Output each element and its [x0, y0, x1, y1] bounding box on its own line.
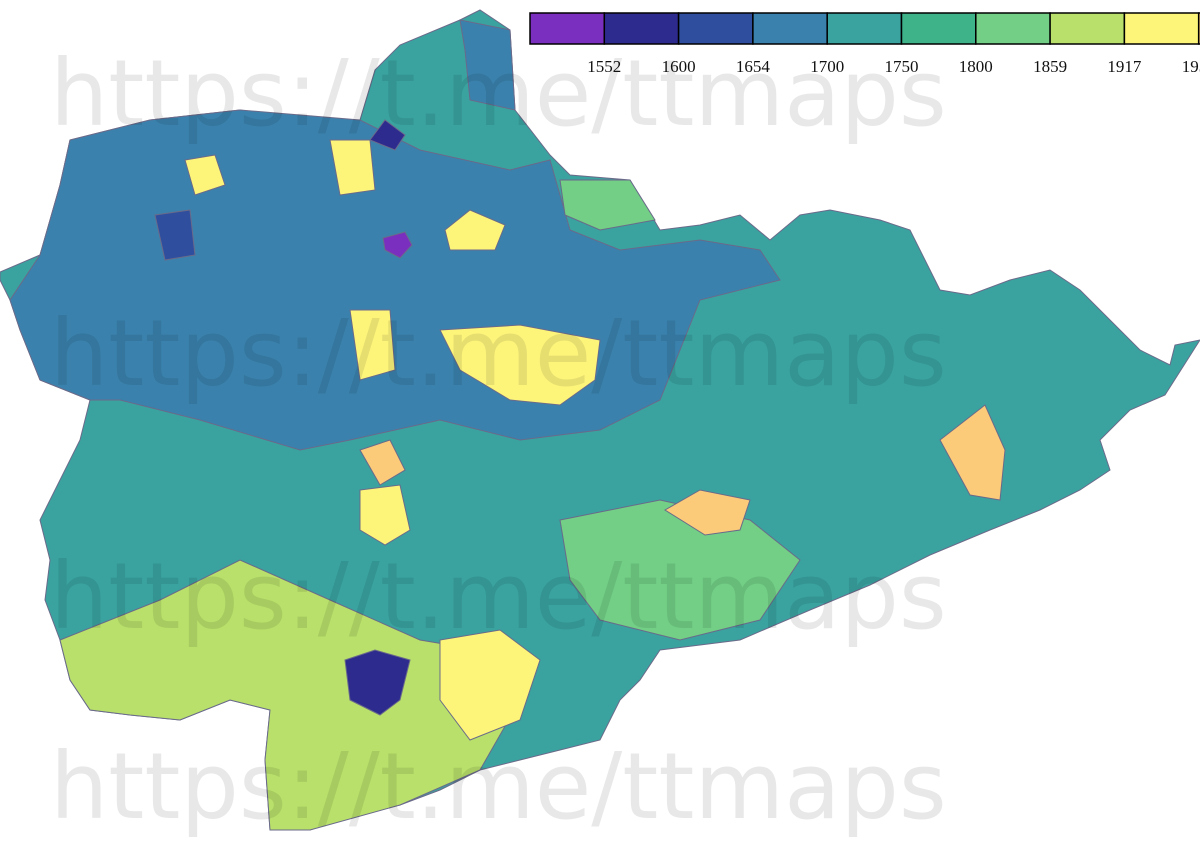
district-area — [184, 154, 226, 196]
district-area — [664, 489, 751, 536]
watermark: https://t.me/ttmaps — [50, 733, 947, 840]
legend-swatch — [826, 12, 903, 45]
district-area — [439, 324, 601, 406]
legend-swatch — [603, 12, 680, 45]
legend-label: 1600 — [662, 57, 696, 76]
district-area — [559, 179, 656, 231]
district-area — [359, 439, 406, 486]
legend-label: 1700 — [810, 57, 844, 76]
district-area — [359, 484, 411, 546]
district-area — [369, 119, 406, 151]
legend-swatch — [900, 12, 977, 45]
district-area — [444, 209, 506, 251]
region-map — [0, 9, 1200, 831]
legend-swatch — [1123, 12, 1200, 45]
legend-label: 1800 — [959, 57, 993, 76]
district-area — [382, 231, 413, 259]
legend-swatch — [677, 12, 754, 45]
legend-label: 1654 — [736, 57, 771, 76]
legend-swatch — [529, 12, 606, 45]
legend-label: 1859 — [1033, 57, 1067, 76]
legend-label: 1953 — [1182, 57, 1200, 76]
district-area — [349, 309, 396, 381]
district-area — [59, 559, 521, 831]
legend-swatch — [1049, 12, 1126, 45]
legend-label: 1552 — [587, 57, 621, 76]
legend-label: 1750 — [885, 57, 919, 76]
district-area — [329, 139, 376, 196]
watermark: https://t.me/ttmaps — [50, 543, 947, 650]
legend-swatch — [975, 12, 1051, 45]
district-area — [154, 209, 196, 261]
district-area — [344, 649, 411, 716]
district-area — [939, 404, 1006, 501]
watermark: https://t.me/ttmaps — [50, 40, 947, 147]
watermark: https://t.me/ttmaps — [50, 300, 947, 407]
legend-swatch — [1197, 12, 1200, 45]
district-area — [459, 19, 516, 111]
district-area — [439, 629, 541, 741]
legend-swatch — [752, 12, 828, 45]
legend-label: 1917 — [1107, 57, 1142, 76]
